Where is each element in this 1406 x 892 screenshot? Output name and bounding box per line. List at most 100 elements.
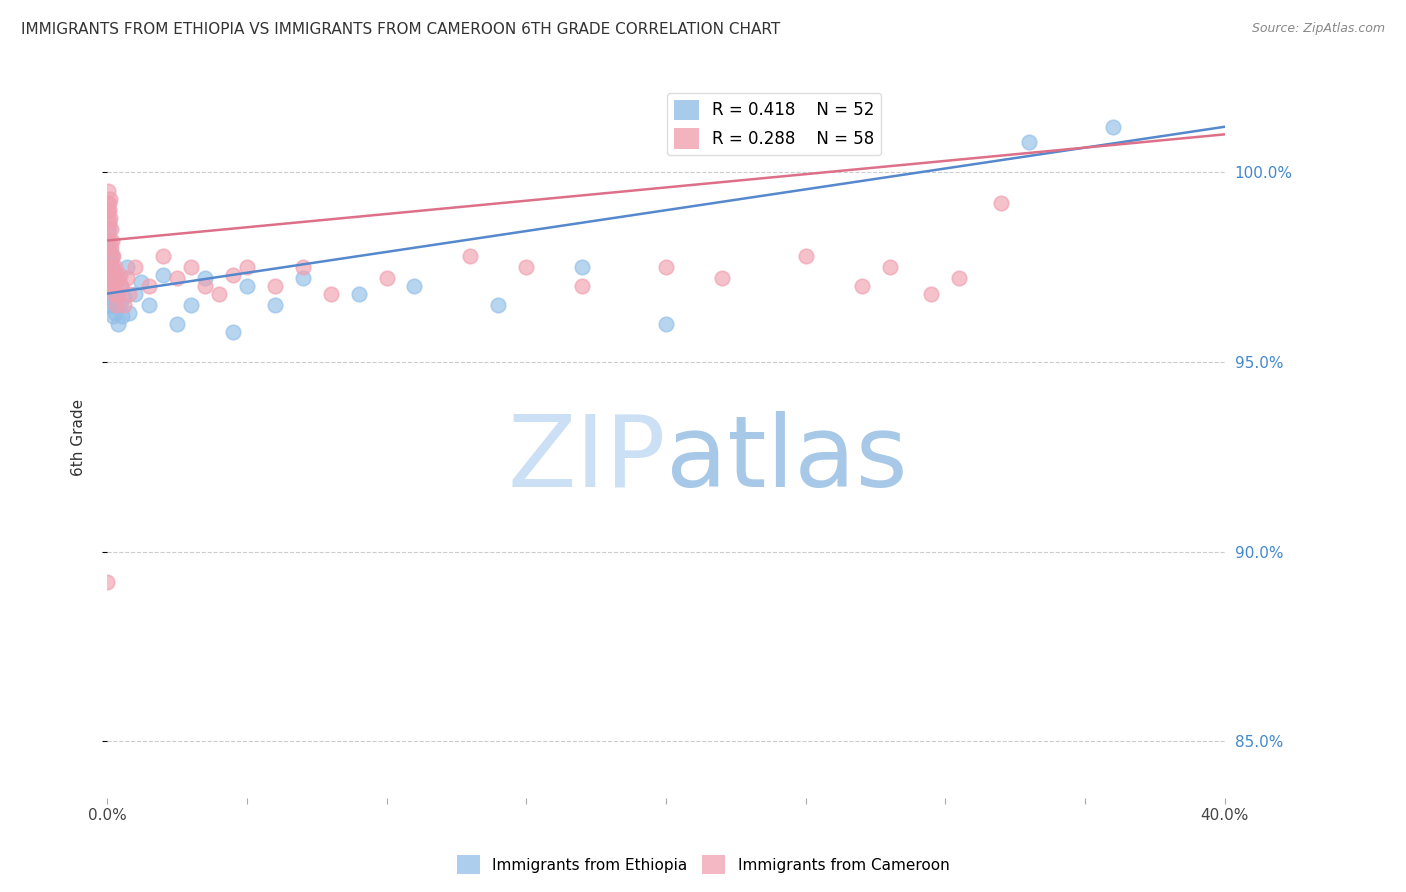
Point — [794, 249, 817, 263]
Point — [97, 256, 120, 270]
Point — [104, 279, 127, 293]
Point — [920, 286, 942, 301]
Point — [98, 244, 121, 259]
Point — [118, 305, 141, 319]
Point — [124, 260, 146, 274]
Point — [112, 290, 135, 304]
Point — [319, 286, 342, 301]
Point — [97, 268, 120, 282]
Point — [101, 279, 124, 293]
Point — [655, 260, 678, 274]
Point — [194, 279, 217, 293]
Y-axis label: 6th Grade: 6th Grade — [72, 400, 86, 476]
Point — [96, 195, 118, 210]
Point — [97, 234, 120, 248]
Point — [110, 279, 132, 293]
Point — [100, 298, 122, 312]
Point — [100, 279, 122, 293]
Point — [166, 271, 188, 285]
Point — [180, 298, 202, 312]
Point — [97, 241, 120, 255]
Point — [101, 279, 124, 293]
Point — [375, 271, 398, 285]
Text: ZIP: ZIP — [508, 411, 666, 508]
Point — [108, 298, 131, 312]
Point — [138, 298, 160, 312]
Point — [115, 271, 138, 285]
Point — [100, 249, 122, 263]
Point — [208, 286, 231, 301]
Point — [948, 271, 970, 285]
Legend: Immigrants from Ethiopia, Immigrants from Cameroon: Immigrants from Ethiopia, Immigrants fro… — [450, 849, 956, 880]
Point — [236, 260, 259, 274]
Point — [104, 279, 127, 293]
Legend: R = 0.418    N = 52, R = 0.288    N = 58: R = 0.418 N = 52, R = 0.288 N = 58 — [668, 93, 882, 155]
Point — [110, 279, 132, 293]
Point — [104, 260, 127, 274]
Point — [100, 241, 122, 255]
Point — [98, 203, 121, 218]
Point — [100, 271, 122, 285]
Point — [112, 298, 135, 312]
Point — [98, 211, 121, 225]
Point — [101, 286, 124, 301]
Point — [96, 574, 118, 589]
Point — [100, 260, 122, 274]
Point — [347, 286, 370, 301]
Point — [115, 260, 138, 274]
Point — [291, 260, 314, 274]
Point — [1102, 120, 1125, 134]
Point — [194, 271, 217, 285]
Point — [486, 298, 509, 312]
Point — [96, 260, 118, 274]
Point — [291, 271, 314, 285]
Point — [655, 317, 678, 331]
Point — [98, 222, 121, 236]
Point — [180, 260, 202, 274]
Point — [138, 279, 160, 293]
Text: Source: ZipAtlas.com: Source: ZipAtlas.com — [1251, 22, 1385, 36]
Point — [97, 203, 120, 218]
Point — [97, 249, 120, 263]
Point — [571, 260, 593, 274]
Point — [152, 268, 174, 282]
Point — [98, 286, 121, 301]
Point — [105, 271, 128, 285]
Point — [103, 249, 125, 263]
Point — [236, 279, 259, 293]
Point — [96, 271, 118, 285]
Point — [103, 286, 125, 301]
Point — [100, 222, 122, 236]
Point — [103, 275, 125, 289]
Point — [103, 271, 125, 285]
Point — [105, 298, 128, 312]
Point — [107, 317, 129, 331]
Point — [108, 268, 131, 282]
Point — [103, 298, 125, 312]
Point — [111, 310, 134, 324]
Point — [101, 260, 124, 274]
Point — [222, 325, 245, 339]
Point — [571, 279, 593, 293]
Point — [879, 260, 901, 274]
Point — [98, 234, 121, 248]
Point — [101, 234, 124, 248]
Point — [166, 317, 188, 331]
Point — [97, 195, 120, 210]
Point — [263, 279, 285, 293]
Point — [710, 271, 733, 285]
Point — [105, 286, 128, 301]
Point — [129, 275, 152, 289]
Point — [105, 298, 128, 312]
Point — [97, 211, 120, 225]
Point — [460, 249, 482, 263]
Point — [263, 298, 285, 312]
Point — [104, 305, 127, 319]
Point — [515, 260, 537, 274]
Point — [98, 275, 121, 289]
Point — [107, 286, 129, 301]
Point — [98, 214, 121, 228]
Point — [404, 279, 426, 293]
Text: IMMIGRANTS FROM ETHIOPIA VS IMMIGRANTS FROM CAMEROON 6TH GRADE CORRELATION CHART: IMMIGRANTS FROM ETHIOPIA VS IMMIGRANTS F… — [21, 22, 780, 37]
Text: atlas: atlas — [666, 411, 908, 508]
